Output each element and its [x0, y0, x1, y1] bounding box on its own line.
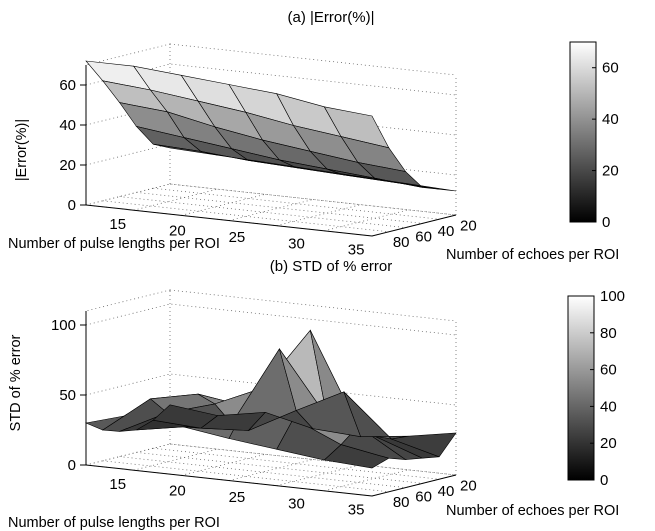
x-tick-label: 25 [229, 229, 246, 246]
x-axis-label: Number of pulse lengths per ROI [8, 515, 220, 531]
chart-title: (b) STD of % error [270, 258, 393, 275]
x-tick-label: 35 [348, 242, 365, 259]
axes [85, 65, 457, 237]
colorbar-tick-label: 60 [600, 362, 617, 379]
z-axis-label: |Error(%)| [14, 119, 30, 181]
colorbar-tick-label: 0 [602, 214, 610, 231]
y-axis-label: Number of echoes per ROI [446, 247, 619, 263]
y-tick-label: 60 [415, 489, 432, 506]
chart-title: (a) |Error(%)| [288, 9, 375, 26]
x-tick-label: 30 [288, 495, 305, 512]
axes [85, 311, 457, 497]
colorbar-tick-label: 40 [600, 398, 617, 415]
z-tick-label: 0 [68, 457, 76, 474]
surface-patch [391, 181, 457, 192]
colorbar [567, 295, 595, 481]
z-tick-label: 40 [59, 117, 76, 134]
colorbar-tick-label: 40 [602, 111, 619, 128]
y-tick-label: 60 [415, 229, 432, 246]
colorbar-tick-label: 20 [600, 435, 617, 452]
z-axis-label: STD of % error [8, 334, 24, 431]
colorbar [569, 41, 597, 223]
surface-patch [390, 432, 457, 458]
x-tick-label: 30 [288, 235, 305, 252]
x-tick-label: 15 [109, 216, 126, 233]
colorbar-tick-label: 60 [602, 60, 619, 77]
y-tick-label: 20 [460, 477, 477, 494]
x-tick-label: 20 [169, 222, 186, 239]
y-tick-label: 80 [393, 234, 410, 251]
y-tick-label: 40 [438, 483, 455, 500]
z-tick-label: 20 [59, 157, 76, 174]
colorbar-tick-label: 80 [600, 325, 617, 342]
y-tick-label: 80 [393, 494, 410, 511]
z-tick-label: 50 [59, 387, 76, 404]
x-axis-label: Number of pulse lengths per ROI [8, 236, 220, 252]
colorbar-tick-label: 100 [600, 288, 625, 305]
floor-grid [85, 183, 457, 237]
chart-panel-2: 15 20 25 30 35 80 60 40 20 0 50 100 (b) STD of % err… [8, 258, 625, 531]
x-tick-label: 25 [229, 489, 246, 506]
x-tick-label: 15 [109, 476, 126, 493]
surface [85, 60, 457, 192]
z-tick-label: 100 [51, 317, 76, 334]
x-tick-label: 35 [348, 502, 365, 519]
y-tick-label: 40 [438, 223, 455, 240]
z-tick-label: 60 [59, 77, 76, 94]
y-tick-label: 20 [460, 217, 477, 234]
colorbar-tick-label: 20 [602, 163, 619, 180]
z-tick-label: 0 [68, 197, 76, 214]
y-axis-label: Number of echoes per ROI [446, 503, 619, 519]
colorbar-tick-label: 0 [600, 472, 608, 489]
chart-panel-1: 15 20 25 30 35 80 60 40 20 0 20 40 60 (a) |Error(%)| |… [8, 9, 619, 263]
surface [84, 329, 457, 469]
x-tick-label: 20 [169, 482, 186, 499]
